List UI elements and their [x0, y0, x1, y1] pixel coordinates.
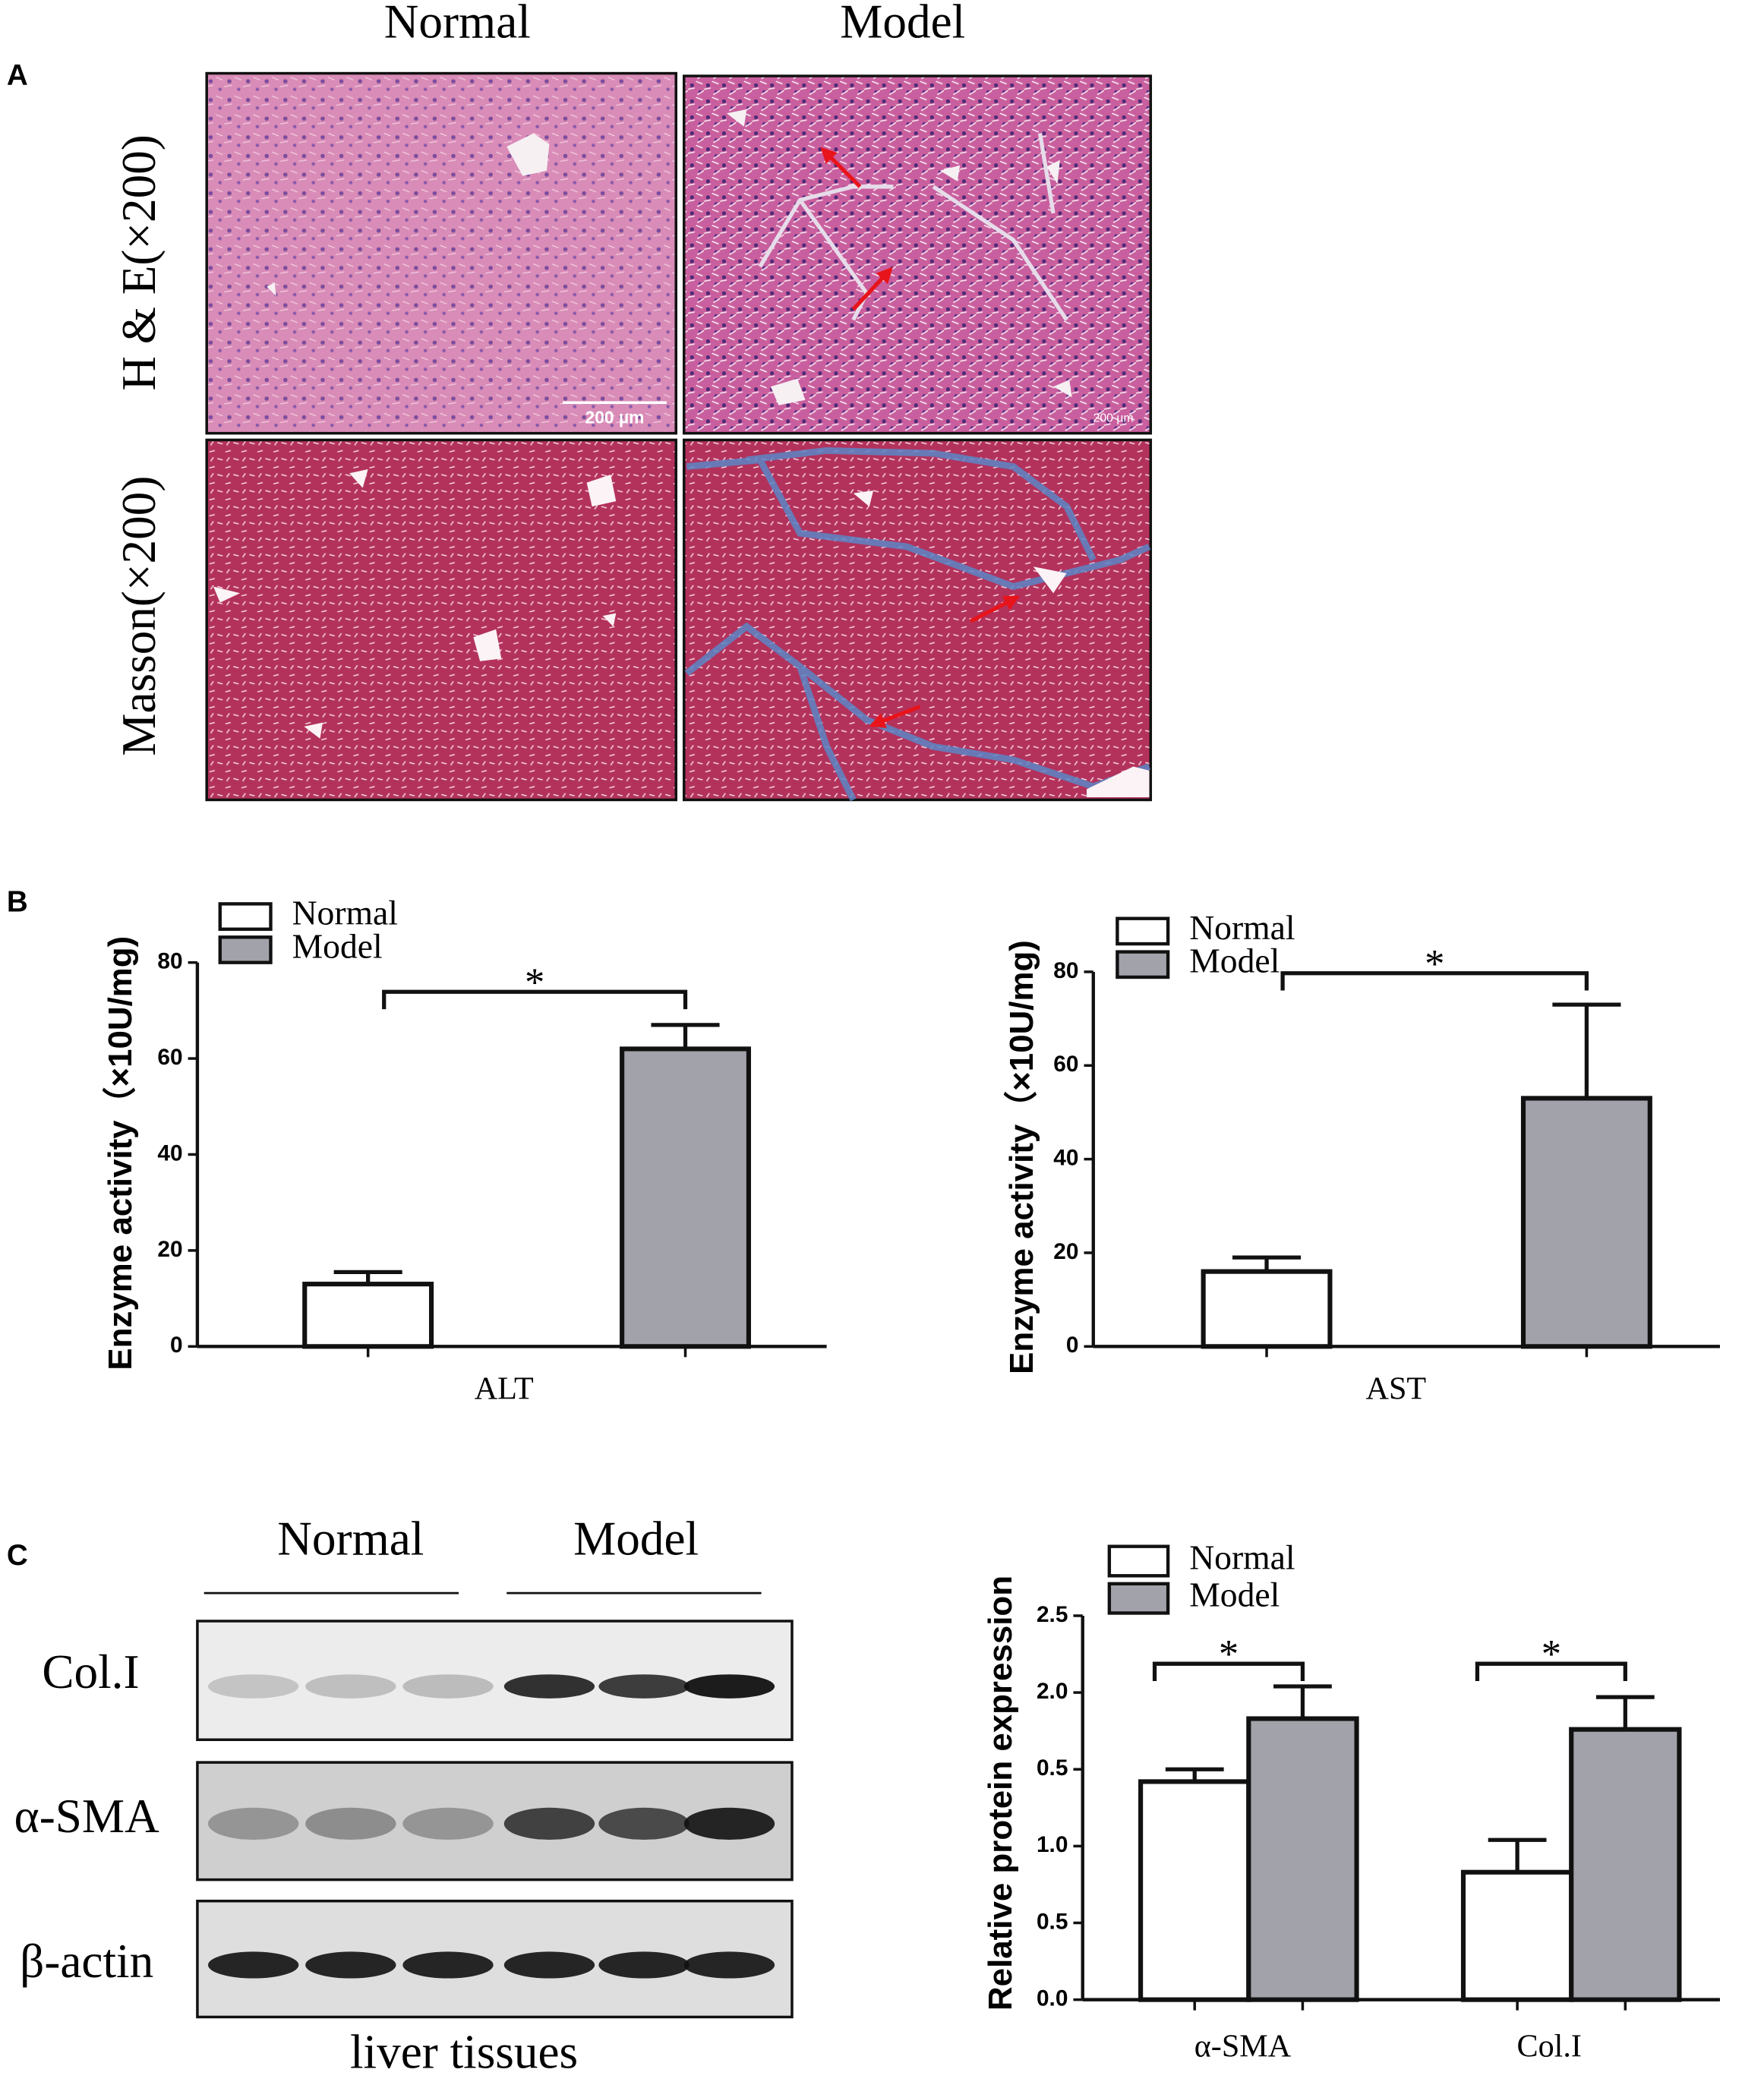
- y-tick-label: 80: [1053, 958, 1078, 983]
- blot-band: [683, 1951, 775, 1979]
- legend-label: Normal: [1189, 1538, 1295, 1576]
- blot-band: [598, 1951, 690, 1979]
- significance-bracket: [382, 989, 688, 1010]
- histology-image: [683, 438, 1153, 802]
- y-tick-label: 0: [170, 1333, 183, 1358]
- blot-caption: liver tissues: [350, 2026, 578, 2079]
- protein-label: Col.I: [42, 1645, 139, 1699]
- legend-swatch: [1107, 1582, 1170, 1615]
- y-tick-label: 40: [1053, 1146, 1078, 1171]
- blot-group-label: Model: [573, 1512, 699, 1566]
- y-tick-label: 0.5: [1037, 1755, 1068, 1781]
- legend-swatch: [1116, 916, 1170, 946]
- chart: 0 20 40 60 80 Enzyme activity（×10U/mg) NormalM…: [1003, 908, 1720, 1407]
- panel-label: A: [7, 59, 28, 92]
- arrow: [820, 147, 862, 188]
- blot-band: [598, 1674, 690, 1699]
- legend-label: Normal: [1189, 908, 1295, 947]
- blot-band: [598, 1807, 690, 1840]
- legend-label: Normal: [292, 894, 398, 932]
- significance-label: *: [1542, 1632, 1561, 1677]
- scale-bar-label: 200 µm: [1093, 412, 1134, 424]
- y-tick-label: 0.0: [1037, 1986, 1068, 2011]
- y-tick-label: 0: [1066, 1333, 1079, 1358]
- y-tick-label: 20: [157, 1237, 182, 1262]
- y-tick-label: 40: [157, 1140, 182, 1166]
- histology-image: [683, 74, 1153, 435]
- y-axis-label: Enzyme activity（×10U/mg): [1003, 940, 1040, 1374]
- significance-bracket: [1280, 971, 1589, 991]
- y-axis-label: Relative protein expression: [982, 1576, 1019, 2011]
- blot-band: [402, 1807, 494, 1840]
- blot-band: [207, 1674, 299, 1699]
- row-label: H & E(×200): [112, 134, 166, 390]
- y-axis-label: Enzyme activity（×10U/mg): [102, 936, 139, 1371]
- legend-label: Model: [1189, 1576, 1280, 1614]
- blot-band: [402, 1674, 494, 1699]
- chart: 0 20 40 60 80 Enzyme activity（×10U/mg) NormalM…: [102, 894, 827, 1407]
- bar: [1460, 1869, 1574, 2002]
- blot-band: [305, 1951, 396, 1979]
- blot-band: [207, 1807, 299, 1840]
- protein-label: β-actin: [20, 1935, 153, 1988]
- column-label: Model: [840, 0, 965, 49]
- scale-bar-label: 200 µm: [585, 407, 645, 427]
- bar: [1520, 1096, 1652, 1349]
- blot-band: [305, 1807, 396, 1840]
- bar: [1246, 1716, 1359, 2002]
- significance-label: *: [1425, 942, 1444, 986]
- y-tick-label: 1.0: [1037, 1832, 1068, 1857]
- bar: [1138, 1779, 1251, 2002]
- blot-group-label: Normal: [277, 1512, 424, 1566]
- arrow: [869, 705, 921, 728]
- legend-swatch: [218, 902, 273, 931]
- y-tick-label: 0.5: [1037, 1909, 1068, 1934]
- y-tick-label: 60: [157, 1045, 182, 1070]
- bar: [1569, 1727, 1682, 2002]
- blot-band: [503, 1807, 595, 1840]
- panel-label: C: [7, 1539, 28, 1572]
- x-tick-label: α-SMA: [1194, 2028, 1292, 2064]
- y-tick-label: 2.5: [1037, 1602, 1068, 1627]
- blot-band: [305, 1674, 396, 1699]
- y-tick-label: 80: [157, 949, 182, 974]
- chart: 0.0 0.5 1.0 0.5 2.0 2.5 Relative protein expre…: [982, 1538, 1720, 2064]
- blot: [196, 1620, 794, 2019]
- collagen-fibers: [684, 447, 1151, 802]
- legend-label: Model: [1189, 942, 1280, 980]
- arrow: [970, 595, 1021, 623]
- legend-swatch: [1107, 1544, 1170, 1578]
- legend-swatch: [1116, 950, 1170, 979]
- significance-bracket: [1152, 1661, 1305, 1682]
- y-tick-label: 60: [1053, 1052, 1078, 1077]
- y-tick-label: 20: [1053, 1239, 1078, 1264]
- x-tick-label: Col.I: [1517, 2028, 1582, 2064]
- vessel: [267, 133, 550, 296]
- x-tick-label: ALT: [475, 1371, 534, 1407]
- blot-band: [683, 1807, 775, 1840]
- panel-label: B: [7, 886, 28, 919]
- blot-band: [503, 1674, 595, 1699]
- bar: [1201, 1269, 1333, 1349]
- x-tick-label: AST: [1366, 1371, 1427, 1407]
- significance-label: *: [1219, 1632, 1239, 1677]
- significance-bracket: [1475, 1661, 1627, 1682]
- column-label: Normal: [384, 0, 531, 49]
- blot-band: [207, 1951, 299, 1979]
- bar: [302, 1282, 434, 1349]
- significance-label: *: [525, 960, 544, 1005]
- bar: [620, 1046, 751, 1349]
- protein-label: α-SMA: [14, 1790, 159, 1843]
- row-label: Masson(×200): [112, 476, 166, 756]
- blot-band: [503, 1951, 595, 1979]
- legend-label: Model: [292, 926, 383, 965]
- arrow: [851, 267, 893, 311]
- blot-band: [402, 1951, 494, 1979]
- y-tick-label: 2.0: [1037, 1679, 1068, 1704]
- legend-swatch: [218, 935, 273, 964]
- blot-band: [683, 1674, 775, 1699]
- histology-image: [205, 71, 677, 435]
